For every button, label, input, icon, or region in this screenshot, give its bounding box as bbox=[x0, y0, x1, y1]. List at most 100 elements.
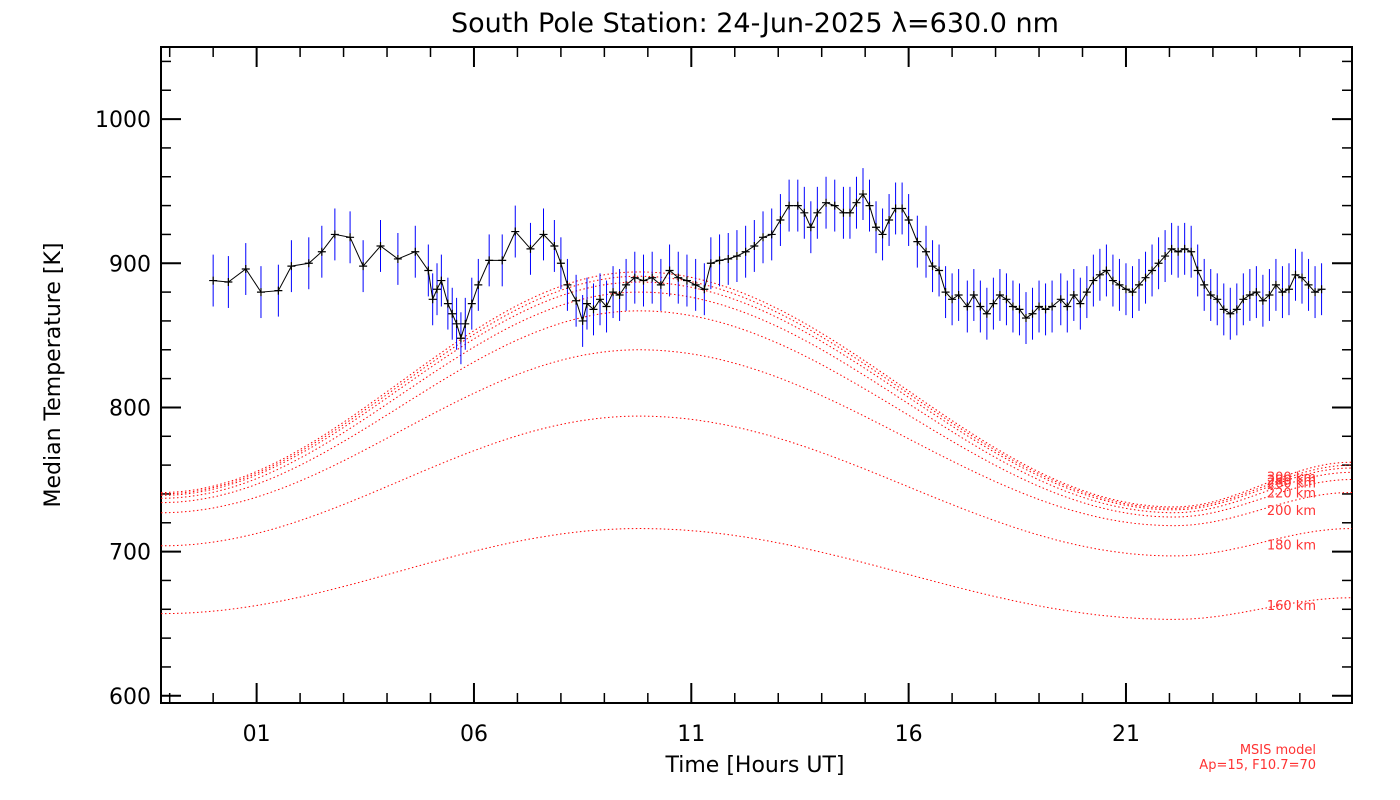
data-point bbox=[411, 247, 420, 256]
data-point bbox=[1041, 305, 1050, 314]
data-point bbox=[1245, 290, 1254, 299]
data-point bbox=[1154, 259, 1163, 268]
data-point bbox=[274, 286, 283, 295]
data-point bbox=[1167, 244, 1176, 253]
data-point bbox=[1206, 290, 1215, 299]
data-point bbox=[767, 230, 776, 239]
data-point bbox=[589, 305, 598, 314]
y-tick-label: 800 bbox=[109, 396, 151, 421]
y-tick-label: 600 bbox=[109, 685, 151, 710]
data-point bbox=[1271, 280, 1280, 289]
data-point bbox=[858, 190, 867, 199]
data-point bbox=[622, 280, 631, 289]
data-point bbox=[393, 254, 402, 263]
data-point bbox=[922, 247, 931, 256]
data-point bbox=[878, 230, 887, 239]
x-tick-label: 21 bbox=[1112, 722, 1140, 747]
data-point bbox=[741, 247, 750, 256]
data-point bbox=[602, 302, 611, 311]
data-point bbox=[776, 216, 785, 225]
data-point bbox=[1317, 285, 1326, 294]
model-note-line-1: MSIS model bbox=[1240, 743, 1316, 758]
data-point bbox=[1161, 252, 1170, 261]
data-point bbox=[1076, 299, 1085, 308]
model-curve-label: 160 km bbox=[1267, 599, 1316, 614]
model-curve bbox=[160, 281, 1353, 511]
data-point bbox=[665, 266, 674, 275]
x-tick-label: 11 bbox=[677, 722, 705, 747]
data-point bbox=[1265, 290, 1274, 299]
data-point bbox=[498, 256, 507, 265]
data-point bbox=[376, 241, 385, 250]
data-point bbox=[800, 208, 809, 217]
data-point bbox=[1102, 266, 1111, 275]
data-point bbox=[830, 201, 839, 210]
model-curve bbox=[161, 271, 1353, 508]
data-point bbox=[785, 201, 794, 210]
data-point bbox=[1028, 309, 1037, 318]
data-point bbox=[359, 262, 368, 271]
model-curve-label: 260 km bbox=[1267, 476, 1316, 491]
y-tick-label: 900 bbox=[109, 252, 151, 277]
data-point bbox=[224, 278, 233, 287]
data-point bbox=[1048, 302, 1057, 311]
data-point bbox=[954, 290, 963, 299]
model-curve bbox=[161, 275, 1353, 509]
model-curve bbox=[161, 310, 1353, 518]
data-point bbox=[550, 241, 559, 250]
data-point bbox=[995, 290, 1004, 299]
plot-frame bbox=[160, 46, 1353, 704]
x-tick-label: 06 bbox=[460, 722, 488, 747]
data-point bbox=[904, 216, 913, 225]
data-point bbox=[691, 280, 700, 289]
data-point bbox=[433, 285, 442, 294]
data-point bbox=[1108, 276, 1117, 285]
data-point bbox=[1226, 309, 1235, 318]
data-point bbox=[1239, 295, 1248, 304]
data-point bbox=[1063, 302, 1072, 311]
data-point bbox=[1035, 302, 1044, 311]
data-point bbox=[1148, 266, 1157, 275]
data-point bbox=[682, 276, 691, 285]
data-point bbox=[1200, 280, 1209, 289]
y-tick-label: 1000 bbox=[95, 108, 151, 133]
data-point bbox=[1022, 314, 1030, 323]
data-point bbox=[852, 198, 861, 207]
data-point bbox=[1232, 305, 1241, 314]
data-point bbox=[872, 223, 881, 232]
data-point bbox=[346, 233, 355, 242]
data-point bbox=[452, 319, 461, 328]
y-axis-label: Median Temperature [K] bbox=[41, 243, 66, 508]
chart-title: South Pole Station: 24-Jun-2025 λ=630.0 … bbox=[451, 8, 1059, 39]
x-tick-label: 16 bbox=[895, 722, 923, 747]
data-point bbox=[1015, 305, 1024, 314]
data-point bbox=[1213, 295, 1222, 304]
data-point bbox=[1180, 244, 1189, 253]
data-point bbox=[461, 319, 470, 328]
data-point bbox=[556, 259, 565, 268]
data-point bbox=[448, 309, 457, 318]
data-point bbox=[287, 262, 296, 271]
data-point bbox=[1252, 288, 1261, 297]
data-point bbox=[1069, 290, 1078, 299]
data-point bbox=[241, 265, 250, 274]
data-point bbox=[1311, 288, 1320, 297]
data-point bbox=[526, 244, 535, 253]
data-point bbox=[806, 223, 815, 232]
model-curve-label: 200 km bbox=[1267, 504, 1316, 519]
data-point bbox=[1002, 295, 1011, 304]
data-point bbox=[511, 227, 520, 236]
data-point bbox=[428, 295, 437, 304]
data-point bbox=[982, 309, 991, 318]
data-point bbox=[474, 280, 483, 289]
temperature-line bbox=[213, 193, 1322, 340]
data-point bbox=[582, 299, 591, 308]
data-point bbox=[1304, 280, 1313, 289]
x-axis-label: Time [Hours UT] bbox=[665, 753, 845, 778]
model-curve bbox=[160, 291, 1353, 514]
data-point bbox=[467, 299, 476, 308]
data-point bbox=[615, 290, 624, 299]
data-point bbox=[578, 316, 587, 325]
data-point bbox=[485, 256, 494, 265]
